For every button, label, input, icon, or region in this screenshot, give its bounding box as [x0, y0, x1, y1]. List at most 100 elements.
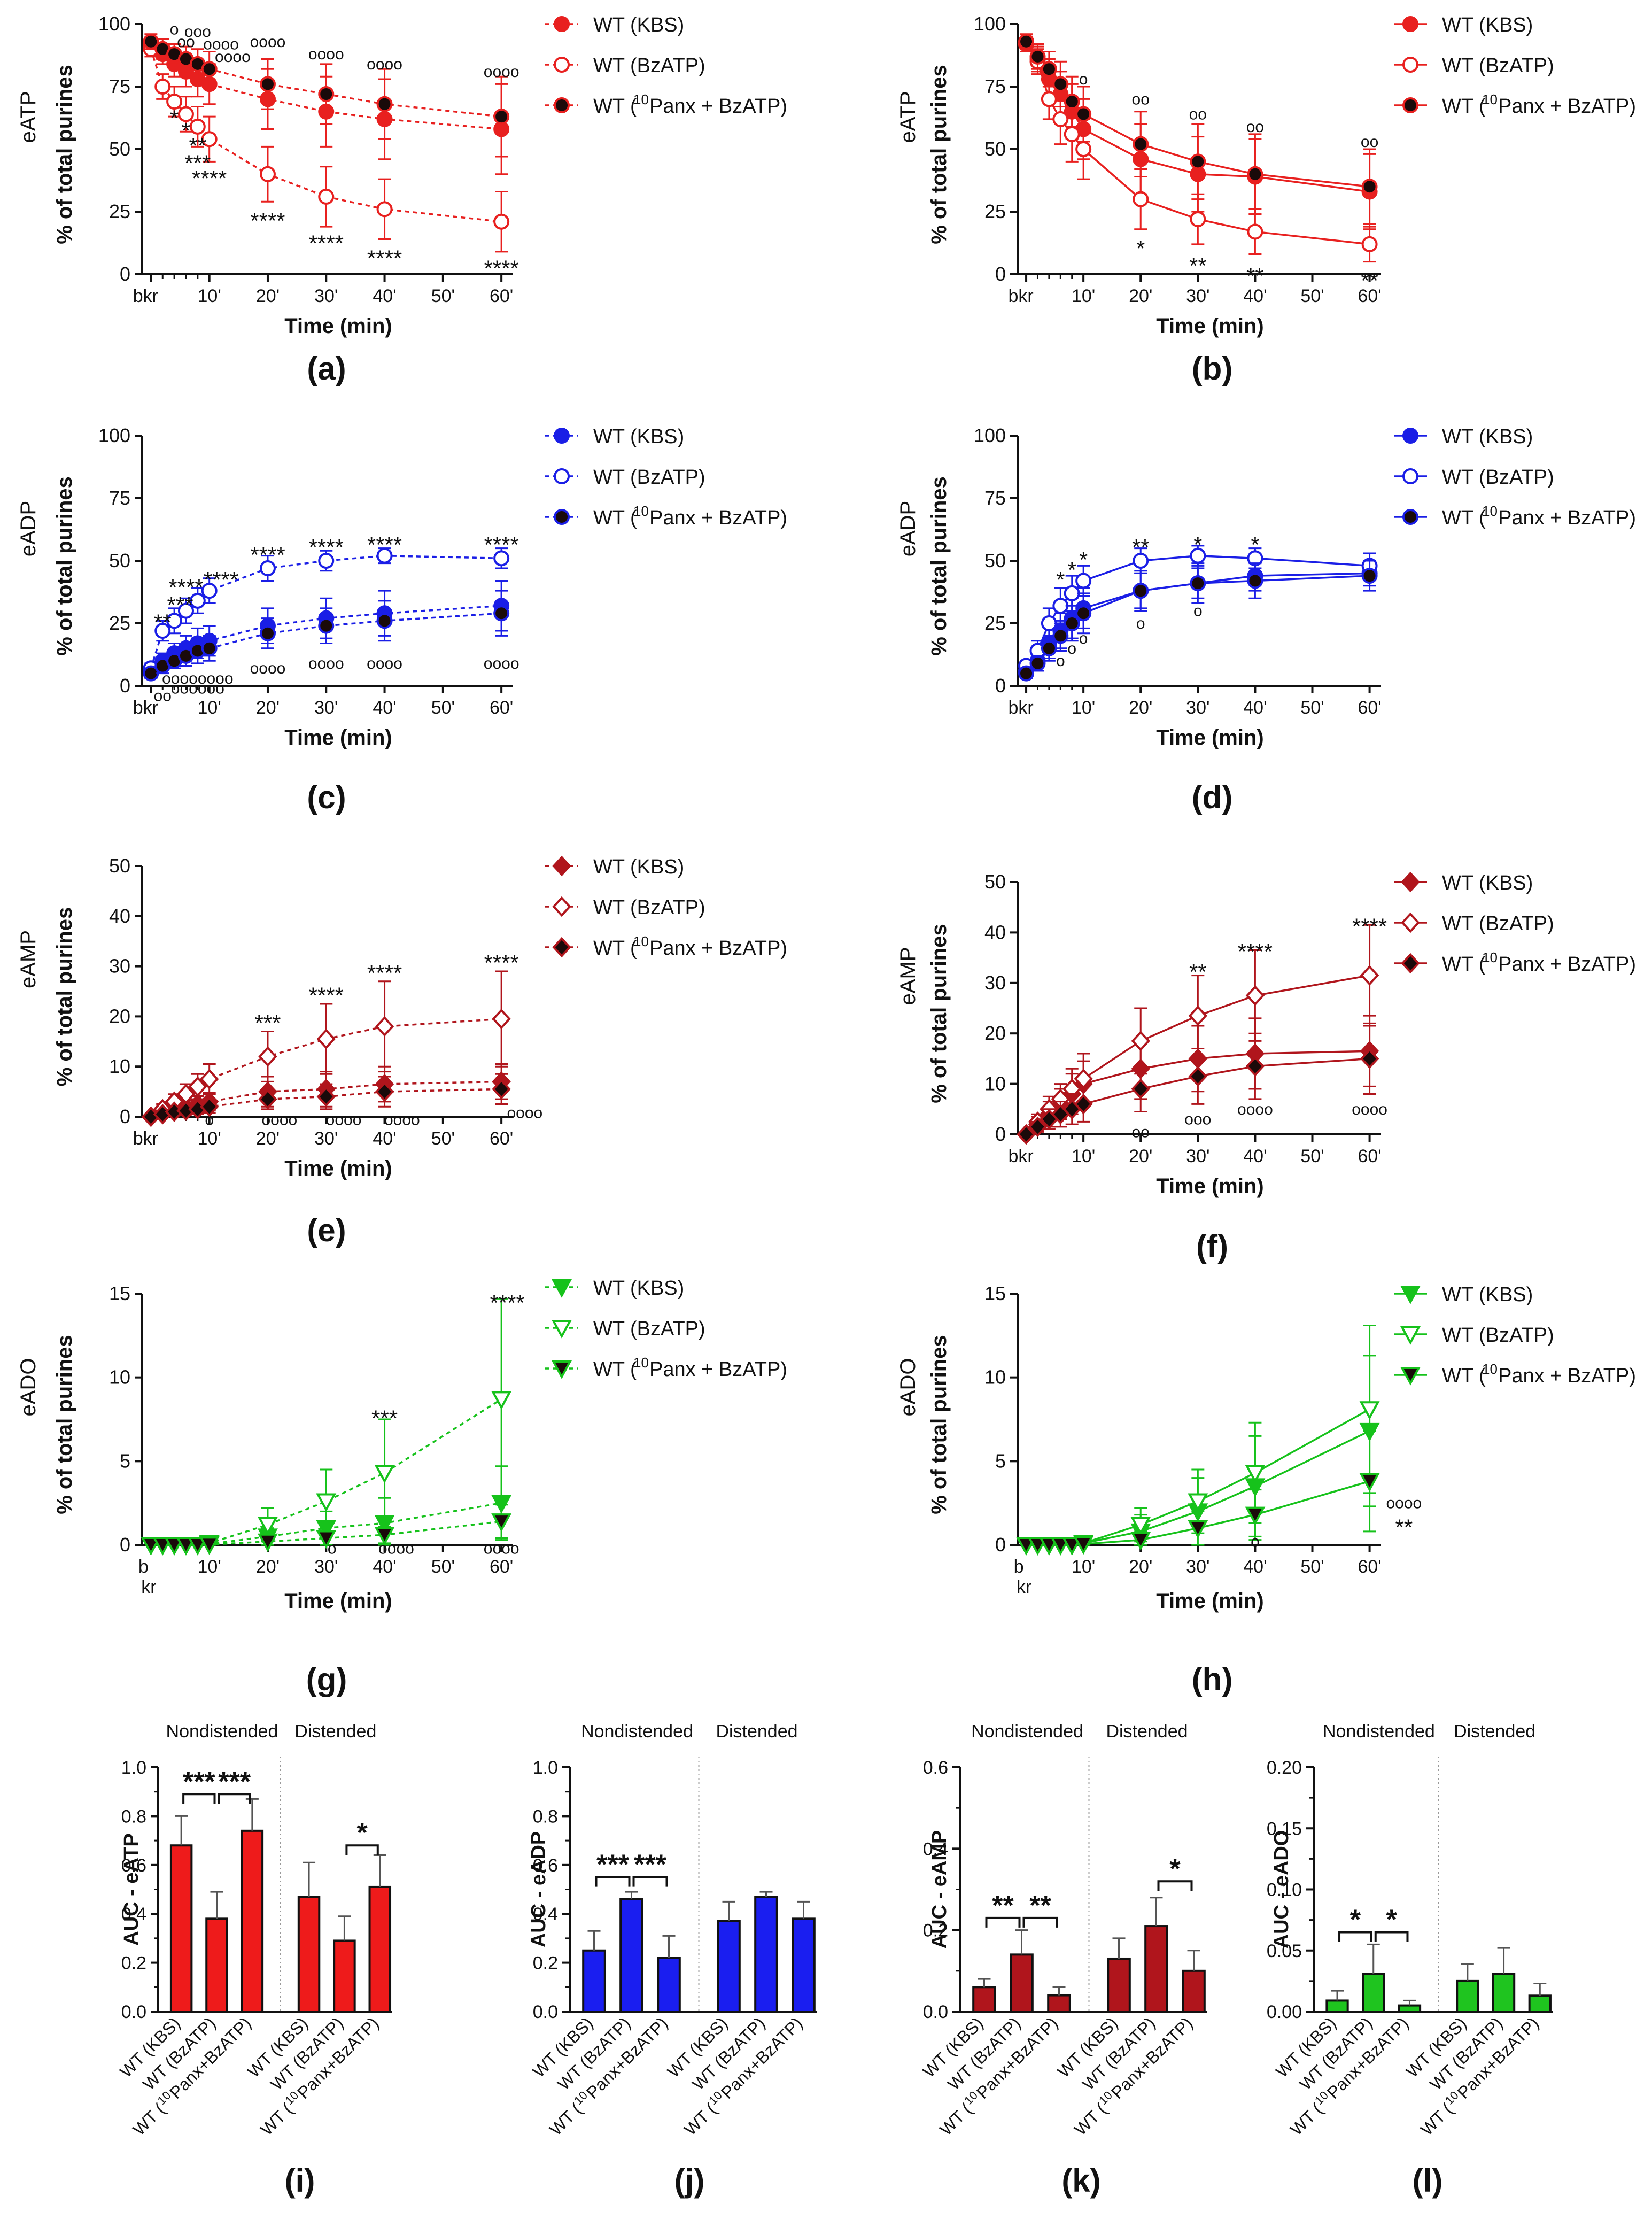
legend-label: WT (: [1442, 1365, 1486, 1387]
data-point: [1029, 655, 1046, 671]
data-point: [376, 613, 393, 629]
bar: [792, 1917, 816, 2013]
legend-marker: [552, 937, 571, 958]
legend-marker: [1400, 1326, 1421, 1345]
legend-label: WT (: [1442, 953, 1486, 976]
group-label: Distended: [1454, 1721, 1535, 1742]
y-tick-label: 0.4: [121, 1904, 146, 1924]
data-point: [316, 1530, 337, 1549]
y-tick-label: 0.15: [1267, 1819, 1302, 1839]
panel-label: (e): [307, 1212, 346, 1248]
significance-mark: ****: [484, 256, 518, 281]
x-tick-label: 50': [431, 1128, 455, 1149]
data-point: [1064, 615, 1080, 631]
bar: [1144, 1925, 1168, 2013]
bar: [1492, 1973, 1516, 2013]
significance-bracket: [1157, 1880, 1193, 1891]
legend-marker: [1400, 1286, 1421, 1304]
panel-label: (h): [1192, 1661, 1233, 1697]
legend-label-superscript: 10: [1482, 91, 1498, 107]
x-tick-label: 30': [314, 1557, 338, 1577]
significance-mark: oooo: [250, 660, 286, 677]
y-tick-label: 50: [109, 855, 130, 877]
significance-mark: ****: [192, 166, 227, 191]
significance-mark: ***: [634, 1850, 666, 1881]
data-point: [1245, 1506, 1266, 1526]
y-tick-label: 0: [995, 1123, 1006, 1145]
significance-mark: **: [154, 610, 172, 635]
legend-marker: [554, 97, 570, 113]
bar: [1362, 1973, 1385, 2013]
data-point: [1052, 111, 1069, 127]
data-point: [1041, 91, 1057, 107]
chart-panel-k: 0.0 0.2 0.4 0.6 AUC - eAMP Nondistended Disten…: [919, 1721, 1207, 2199]
y-axis-label: AUC - eADO: [1270, 1830, 1293, 1949]
data-point: [1188, 1493, 1208, 1512]
x-axis-label: Time (min): [284, 1589, 392, 1613]
y-tick-label: 40: [984, 921, 1006, 943]
x-tick-label: 30': [1186, 1146, 1209, 1166]
y-tick-label: 0.2: [533, 1953, 558, 1974]
legend-marker: [1402, 428, 1418, 444]
panel-label: (b): [1192, 351, 1233, 386]
y-tick-label: 0.6: [533, 1855, 558, 1876]
significance-mark: oooo: [326, 1111, 362, 1129]
group-label: Distended: [716, 1721, 797, 1742]
data-point: [1041, 61, 1057, 78]
data-point: [154, 623, 171, 639]
x-tick-label: 50': [431, 698, 455, 718]
significance-mark: oooo: [261, 1111, 297, 1129]
data-point: [375, 1081, 394, 1102]
x-tick-label: 20': [1129, 286, 1152, 306]
chart-panel-a: 0 25 50 75 100 bkr 10' 20' 30' 40' 50' 60' Time (min…: [17, 13, 787, 386]
y-tick-label: 75: [109, 487, 130, 509]
significance-mark: oooo: [308, 655, 344, 672]
significance-mark: ooo: [1184, 1111, 1211, 1128]
x-axis-label: Time (min): [1156, 314, 1264, 338]
significance-bracket: [985, 1916, 1021, 1928]
y-tick-label: 0.6: [121, 1855, 146, 1876]
x-tick-label: 10': [198, 1128, 221, 1149]
y-tick-label: 10: [984, 1073, 1006, 1095]
significance-mark: ***: [596, 1850, 629, 1881]
significance-mark: oooo: [308, 45, 344, 63]
data-point: [1061, 1537, 1082, 1556]
data-point: [259, 560, 276, 577]
legend-label: WT (BzATP): [1442, 55, 1554, 77]
y-tick-label: 25: [984, 612, 1006, 634]
data-point: [187, 1537, 208, 1556]
data-point: [166, 94, 183, 110]
group-label: Nondistended: [166, 1721, 278, 1742]
significance-mark: o: [1079, 71, 1088, 88]
legend-marker: [552, 896, 571, 917]
data-point: [1052, 598, 1069, 614]
bar: [368, 1885, 392, 2013]
significance-mark: ***: [218, 1766, 251, 1797]
significance-mark: ****: [204, 567, 238, 592]
y-tick-label: 10: [984, 1366, 1006, 1388]
x-tick-label: 10': [1072, 698, 1095, 718]
y-tick-label: 0.0: [121, 2002, 146, 2022]
bar: [754, 1896, 778, 2013]
data-point: [1130, 1532, 1151, 1551]
bar: [582, 1949, 606, 2013]
legend-label: WT (BzATP): [1442, 1324, 1554, 1347]
x-tick-label: 40': [373, 1128, 396, 1149]
data-point: [1131, 1078, 1150, 1100]
significance-bracket: [345, 1844, 379, 1855]
data-point: [1041, 640, 1057, 656]
significance-mark: oo: [1246, 118, 1264, 136]
significance-bracket: [1338, 1931, 1372, 1942]
significance-bracket: [218, 1793, 251, 1804]
y-tick-label: 0.10: [1267, 1880, 1302, 1900]
significance-mark: ***: [371, 1406, 398, 1431]
series-line-1: [150, 49, 502, 223]
significance-mark: ****: [367, 532, 402, 558]
significance-mark: *: [1251, 532, 1259, 558]
panel-label: (c): [307, 779, 346, 815]
chart-panel-l: 0.00 0.05 0.10 0.15 0.20 AUC - eADO Nondistend…: [1267, 1721, 1553, 2199]
significance-mark: oo: [1189, 105, 1207, 123]
y-tick-label: 25: [109, 200, 130, 222]
data-point: [1360, 1048, 1379, 1069]
data-point: [201, 131, 218, 148]
